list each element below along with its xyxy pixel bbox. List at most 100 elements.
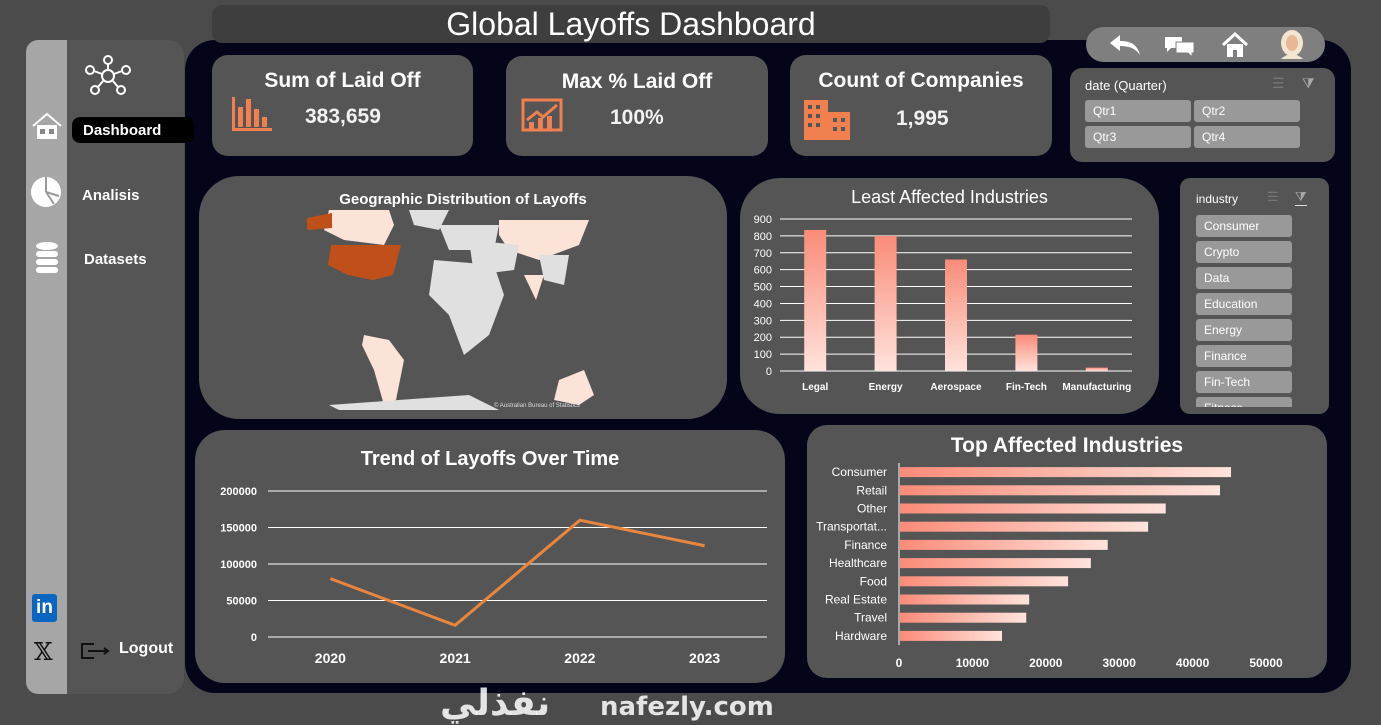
bar [874,235,897,371]
home-icon[interactable] [1221,32,1249,58]
x-tick-label: 20000 [1029,656,1063,670]
x-tick-label: 2023 [689,650,720,666]
kpi-card-sum-laid-off: Sum of Laid Off 383,659 [212,55,473,156]
x-tick-label: 10000 [956,656,990,670]
y-tick-label: Travel [854,611,887,625]
chart-title: Least Affected Industries [851,187,1048,207]
kpi-title: Sum of Laid Off [264,69,421,92]
bar [900,630,1003,641]
pie-chart-icon[interactable] [30,176,62,208]
x-tick-label: Fin-Tech [1006,382,1047,393]
kpi-title: Max % Laid Off [561,70,713,93]
bar [804,229,827,371]
clear-filter-icon[interactable]: ⧩ [1302,75,1315,91]
x-tick-label: 2021 [440,650,471,666]
bar [900,503,1166,514]
y-tick-label: Finance [844,538,887,552]
kpi-value: 1,995 [896,107,949,130]
industry-slicer-list[interactable]: Consumer Crypto Data Education Energy Finance… [1196,215,1292,407]
map-russia [499,220,589,260]
slicer-item[interactable]: Energy [1196,319,1292,341]
top-affected-chart-card: Top Affected Industries Consumer Retail Ot… [807,425,1327,678]
slicer-item-qtr1[interactable]: Qtr1 [1085,100,1191,122]
x-tick-label: 2020 [315,650,346,666]
top-affected-bar-chart: Consumer Retail Other Transportat... Finance… [816,463,1283,670]
y-tick-label: 0 [766,366,772,378]
bar [945,259,967,371]
y-tick-label: 700 [754,248,772,260]
date-quarter-slicer: date (Quarter) ☰ ⧩ Qtr1 Qtr2 Qtr3 Qtr4 [1070,68,1335,162]
y-tick-label: Retail [856,483,887,497]
sidebar-item-analisis[interactable]: Analisis [76,185,176,207]
kpi-value: 100% [610,106,664,129]
watermark-arabic: نفذلي [440,683,551,724]
x-tick-label: 30000 [1103,656,1137,670]
world-map[interactable]: © Australian Bureau of Statistics [269,210,629,410]
slicer-item[interactable]: Crypto [1196,241,1292,263]
y-tick-label: 600 [754,265,772,277]
map-china [539,255,569,285]
multi-select-icon[interactable]: ☰ [1267,189,1279,204]
chart-title: Geographic Distribution of Layoffs [339,191,587,208]
y-tick-label: 300 [754,315,772,327]
back-arrow-icon[interactable] [1108,33,1142,57]
top-nav-bar [1086,27,1325,62]
chart-title: Trend of Layoffs Over Time [360,448,620,470]
y-tick-label: 500 [754,282,772,294]
bar [1085,367,1108,371]
slicer-item[interactable]: Education [1196,293,1292,315]
chat-icon[interactable] [1164,36,1196,58]
y-tick-label: 50000 [226,596,257,608]
kpi-value: 383,659 [305,105,381,128]
chart-title: Top Affected Industries [950,434,1184,457]
trend-chart-card: Trend of Layoffs Over Time 0 50000 100000 1… [195,430,785,683]
map-attribution: © Australian Bureau of Statistics [494,402,580,409]
y-tick-label: Consumer [832,465,887,479]
kpi-card-max-percent: Max % Laid Off 100% [506,56,768,156]
slicer-item-qtr3[interactable]: Qtr3 [1085,126,1191,148]
trend-line-chart: 0 50000 100000 150000 200000 2020 2021 2022 2023 [220,486,767,666]
bar [900,576,1069,587]
map-alaska [307,213,332,230]
y-tick-label: 900 [754,214,772,226]
y-tick-label: 200000 [220,486,257,498]
linkedin-icon[interactable]: in [32,594,57,622]
slicer-item-qtr4[interactable]: Qtr4 [1194,126,1300,148]
avatar[interactable] [1278,29,1306,60]
home-icon[interactable] [31,112,63,140]
slicer-item[interactable]: Fitness [1196,397,1292,407]
map-africa [429,260,504,355]
logout-button[interactable]: Logout [119,640,174,657]
slicer-item-qtr2[interactable]: Qtr2 [1194,100,1300,122]
database-icon[interactable] [35,242,59,274]
bar-chart-icon [232,97,272,131]
x-tick-label: Energy [869,382,903,393]
x-tick-label: 50000 [1249,656,1283,670]
multi-select-icon[interactable]: ☰ [1272,75,1285,91]
y-tick-label: Other [857,502,887,516]
slicer-item[interactable]: Fin-Tech [1196,371,1292,393]
bar [900,612,1027,623]
y-tick-label: 800 [754,231,772,243]
x-tick-label: Aerospace [930,382,982,393]
slicer-item[interactable]: Data [1196,267,1292,289]
map-south-america [362,335,404,405]
slicer-title: industry [1196,192,1239,206]
sidebar [67,40,184,694]
sidebar-icon-strip [26,40,67,694]
growth-chart-icon [521,98,563,132]
bar [900,539,1108,550]
slicer-item[interactable]: Consumer [1196,215,1292,237]
sidebar-item-datasets[interactable]: Datasets [78,249,178,271]
y-tick-label: Food [860,574,887,588]
sidebar-item-dashboard[interactable]: Dashboard [72,117,194,143]
y-tick-label: 100 [754,349,772,361]
bar [1015,334,1038,371]
x-icon[interactable]: 𝕏 [34,638,53,666]
watermark-url: nafezly.com [600,692,774,722]
geographic-map-card: Geographic Distribution of Layoffs © Aus… [199,176,727,419]
logout-icon[interactable] [80,642,110,660]
clear-filter-icon[interactable]: ⧩ [1295,189,1307,206]
slicer-item[interactable]: Finance [1196,345,1292,367]
x-tick-label: 40000 [1176,656,1210,670]
